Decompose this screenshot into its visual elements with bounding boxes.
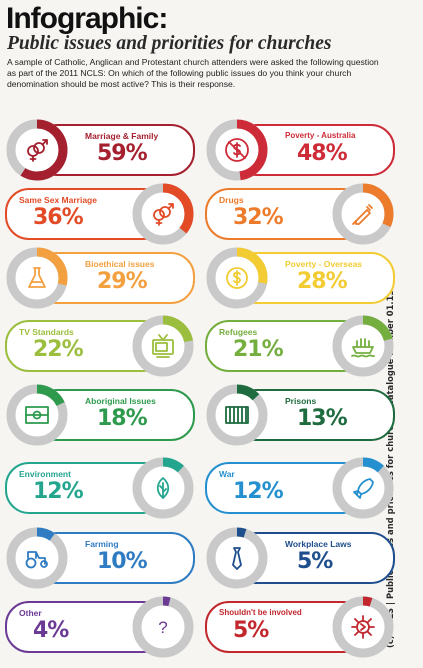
rocket-icon <box>350 475 376 506</box>
page-title: Infographic: <box>6 2 168 35</box>
donut-arc <box>6 384 68 446</box>
tv-icon <box>150 333 176 364</box>
issue-label: Bioethical issues <box>85 259 155 269</box>
leaf-icon <box>150 475 176 506</box>
issue-percent: 29% <box>97 269 148 294</box>
side-credit: (c) NCLS | Public issues and priorities … <box>385 272 395 648</box>
no-dollar-icon <box>224 137 250 168</box>
issue-donut <box>5 246 69 315</box>
issue-percent: 28% <box>297 269 348 294</box>
donut-arc <box>132 183 194 245</box>
syringe-icon <box>350 201 376 232</box>
svg-text:?: ? <box>158 618 167 637</box>
issue-label: Environment <box>19 469 71 479</box>
cog-icon <box>350 614 376 645</box>
issue-donut <box>331 595 395 664</box>
issue-donut <box>131 314 195 383</box>
donut-arc <box>6 119 68 181</box>
issue-percent: 22% <box>33 337 84 362</box>
prison-bars-icon <box>224 402 250 433</box>
issue-percent: 10% <box>97 549 148 574</box>
donut-arc <box>206 527 268 589</box>
donut-arc <box>332 596 394 658</box>
issue-label: Refugees <box>219 327 258 337</box>
donut-arc <box>332 457 394 519</box>
issue-donut <box>205 383 269 452</box>
issue-label: Shouldn't be involved <box>219 608 302 617</box>
issue-label: Workplace Laws <box>285 539 352 549</box>
issue-percent: 12% <box>33 479 84 504</box>
issue-donut <box>5 526 69 595</box>
issue-percent: 13% <box>297 406 348 431</box>
flask-icon <box>24 265 50 296</box>
tie-icon <box>224 545 250 576</box>
issue-donut <box>5 118 69 187</box>
issue-percent: 48% <box>297 141 348 166</box>
issue-label: Prisons <box>285 396 317 406</box>
issue-percent: 21% <box>233 337 284 362</box>
issue-percent: 59% <box>97 141 148 166</box>
donut-arc <box>206 119 268 181</box>
donut-arc <box>332 315 394 377</box>
issue-label: Farming <box>85 539 119 549</box>
tractor-icon <box>24 545 50 576</box>
issue-percent: 5% <box>233 618 269 643</box>
issue-percent: 36% <box>33 205 84 230</box>
issue-percent: 12% <box>233 479 284 504</box>
page-subtitle: Public issues and priorities for churche… <box>7 33 332 54</box>
donut-arc <box>132 457 194 519</box>
question-icon: ? <box>150 614 176 645</box>
donut-arc <box>332 183 394 245</box>
issue-donut <box>331 314 395 383</box>
donut-arc <box>6 247 68 309</box>
boat-icon <box>350 333 376 364</box>
donut-arc <box>206 247 268 309</box>
issue-label: Poverty - Australia <box>285 131 356 140</box>
issue-label: Poverty - Overseas <box>285 259 363 269</box>
issue-donut <box>205 246 269 315</box>
issue-label: Other <box>19 608 42 618</box>
donut-arc <box>206 384 268 446</box>
donut-arc <box>132 315 194 377</box>
issue-label: Drugs <box>219 195 244 205</box>
issue-donut <box>131 595 195 664</box>
donut-arc <box>132 596 194 658</box>
issue-percent: 32% <box>233 205 284 230</box>
issue-percent: 4% <box>33 618 69 643</box>
issue-label: War <box>219 469 235 479</box>
gender-symbols-icon <box>24 137 50 168</box>
intro-text: A sample of Catholic, Anglican and Prote… <box>7 57 379 89</box>
gender-symbols-icon <box>150 201 176 232</box>
issue-label: Same Sex Marriage <box>19 195 97 205</box>
donut-track <box>6 527 68 589</box>
dollar-coin-icon <box>224 265 250 296</box>
issue-donut <box>205 526 269 595</box>
aboriginal-flag-icon <box>24 402 50 433</box>
issue-label: Marriage & Family <box>85 131 159 141</box>
issue-donut <box>331 456 395 525</box>
issue-percent: 5% <box>297 549 333 574</box>
issue-label: Aboriginal Issues <box>85 396 156 406</box>
issue-percent: 18% <box>97 406 148 431</box>
issue-donut <box>131 182 195 251</box>
issue-label: TV Standards <box>19 327 74 337</box>
